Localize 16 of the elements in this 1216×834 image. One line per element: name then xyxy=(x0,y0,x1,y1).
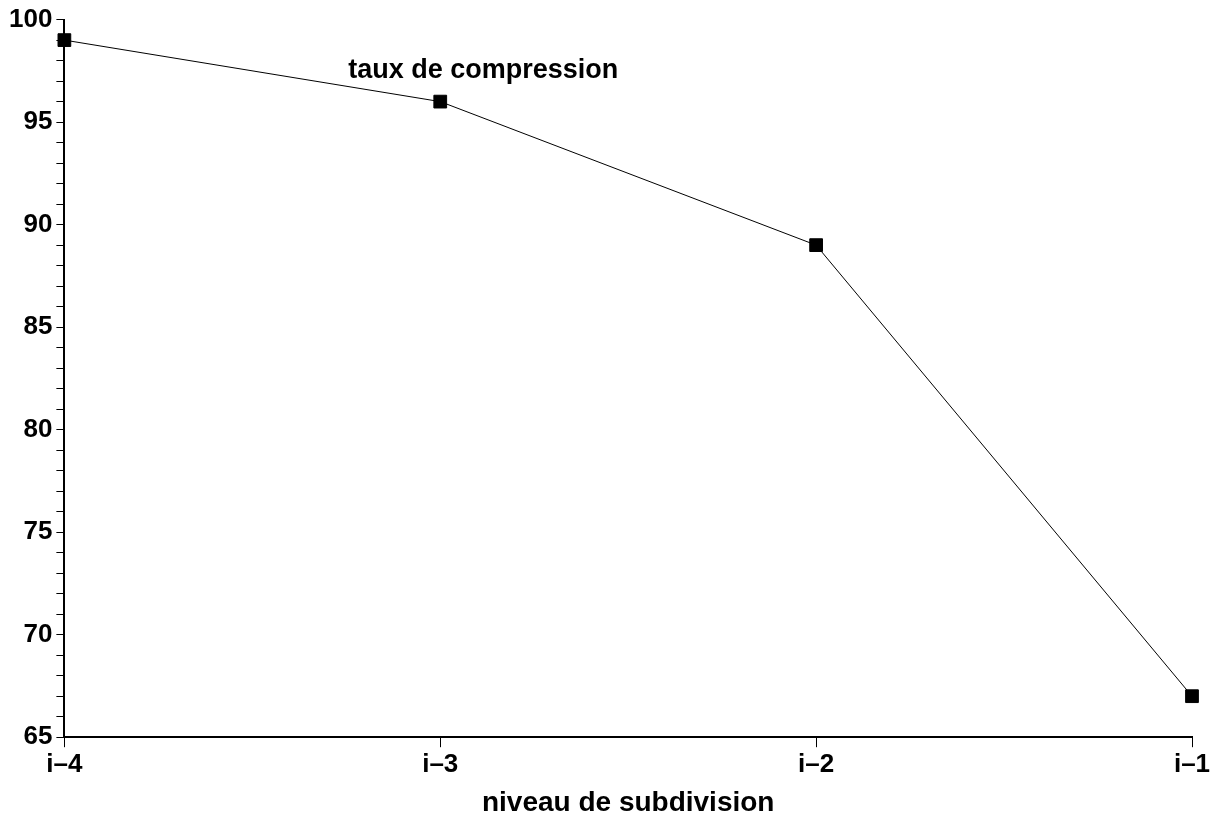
x-tick-label: i–1 xyxy=(1173,747,1211,778)
y-tick-label: 75 xyxy=(23,515,53,546)
series-label: taux de compression xyxy=(348,53,619,84)
x-tick-label: i–3 xyxy=(422,747,459,778)
x-axis-title: niveau de subdivision xyxy=(481,785,775,817)
y-tick-label: 90 xyxy=(23,207,53,238)
y-tick-label: 70 xyxy=(23,617,53,648)
point xyxy=(809,238,823,252)
y-tick-label: 85 xyxy=(23,310,53,341)
y-tick-label: 80 xyxy=(23,412,53,443)
point xyxy=(433,94,448,109)
x-tick-label: i–2 xyxy=(798,747,835,778)
point xyxy=(1185,689,1199,704)
y-tick-label: 100 xyxy=(8,2,53,33)
point xyxy=(57,33,72,47)
y-tick-label: 95 xyxy=(23,105,53,136)
